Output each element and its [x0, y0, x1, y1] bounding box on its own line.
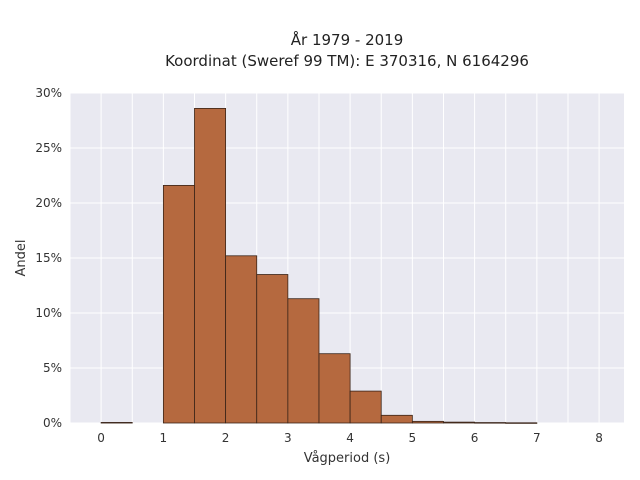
histogram-bar	[194, 108, 227, 424]
x-axis-ticks: 0 1 2 3 4 5 6 7 8	[97, 431, 603, 445]
y-tick-label: 25%	[35, 141, 62, 155]
histogram-bar	[380, 414, 413, 424]
histogram-bar	[443, 421, 476, 424]
x-tick-label: 2	[222, 431, 230, 445]
y-tick-label: 30%	[35, 86, 62, 100]
x-tick-label: 3	[284, 431, 292, 445]
histogram-bar	[162, 184, 195, 424]
bars	[100, 108, 538, 424]
histogram-bar	[256, 274, 289, 424]
x-tick-label: 7	[533, 431, 541, 445]
histogram-bar	[287, 298, 320, 424]
chart-title: År 1979 - 2019	[291, 30, 404, 49]
x-tick-label: 1	[160, 431, 168, 445]
y-axis-ticks: 0% 5% 10% 15% 20% 25% 30%	[35, 86, 62, 430]
y-tick-label: 10%	[35, 306, 62, 320]
histogram-bar	[505, 422, 538, 424]
y-tick-label: 15%	[35, 251, 62, 265]
y-tick-label: 0%	[43, 416, 62, 430]
x-tick-label: 8	[595, 431, 603, 445]
x-tick-label: 6	[471, 431, 479, 445]
histogram-bar	[100, 422, 133, 424]
y-tick-label: 20%	[35, 196, 62, 210]
x-tick-label: 0	[97, 431, 105, 445]
x-tick-label: 4	[346, 431, 354, 445]
y-axis-label: Andel	[14, 240, 29, 277]
y-tick-label: 5%	[43, 361, 62, 375]
histogram-bar	[225, 255, 258, 424]
x-axis-label: Vågperiod (s)	[304, 451, 391, 466]
chart-subtitle: Koordinat (Sweref 99 TM): E 370316, N 61…	[165, 52, 529, 70]
histogram-bar	[411, 420, 444, 424]
histogram-bar	[474, 422, 507, 424]
histogram-bar	[318, 353, 351, 424]
histogram-bar	[349, 390, 382, 424]
x-tick-label: 5	[409, 431, 417, 445]
